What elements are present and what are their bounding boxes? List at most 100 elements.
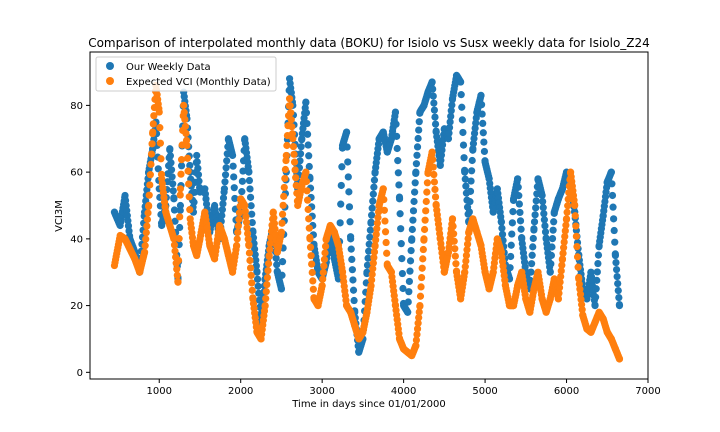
data-point [405, 277, 413, 286]
data-point [190, 188, 199, 196]
data-point [560, 244, 568, 252]
data-point [367, 218, 375, 226]
data-point [229, 162, 237, 170]
data-point [219, 194, 228, 202]
data-point [558, 261, 566, 269]
data-point [146, 171, 154, 179]
data-point [404, 298, 412, 306]
data-point [278, 219, 286, 227]
data-point [166, 145, 174, 153]
data-point [185, 193, 193, 201]
data-point [176, 223, 184, 232]
data-point [372, 230, 380, 238]
data-point [306, 243, 315, 251]
y-tick-label: 60 [70, 168, 83, 179]
data-point [370, 176, 379, 184]
data-point [457, 78, 465, 86]
data-point [346, 218, 354, 226]
data-point [422, 207, 430, 215]
data-point [462, 182, 470, 190]
data-point [337, 200, 345, 208]
data-point [309, 285, 317, 293]
data-point [611, 251, 620, 260]
data-point [397, 225, 405, 233]
data-point [175, 235, 183, 243]
data-point [297, 143, 305, 151]
data-point [296, 150, 305, 158]
data-point [167, 159, 175, 167]
data-point [181, 122, 189, 131]
data-point [611, 238, 619, 246]
data-point [421, 216, 429, 224]
data-point [169, 187, 177, 195]
data-point [270, 214, 278, 222]
data-point [412, 168, 420, 176]
data-point [431, 185, 439, 194]
data-point [285, 95, 294, 103]
data-point [530, 225, 538, 233]
data-point [457, 91, 465, 99]
data-point [348, 255, 356, 264]
data-point [170, 235, 178, 243]
data-point [538, 191, 546, 200]
data-point [155, 108, 163, 116]
data-point [418, 264, 426, 272]
data-point [345, 203, 354, 211]
data-point [498, 230, 507, 238]
data-point [270, 219, 279, 227]
data-point [418, 273, 426, 282]
data-point [555, 289, 563, 297]
data-point [140, 248, 149, 256]
data-point [372, 236, 380, 244]
data-point [550, 218, 558, 226]
data-point [154, 165, 162, 173]
data-point [413, 143, 422, 151]
data-point [608, 191, 617, 200]
data-point [230, 173, 238, 181]
data-point [177, 156, 186, 164]
legend-box [95, 56, 277, 92]
data-point [245, 241, 253, 250]
data-point [562, 221, 570, 229]
data-point [411, 179, 419, 187]
data-point [423, 188, 431, 196]
data-point [414, 134, 422, 143]
data-point [431, 120, 440, 128]
data-point [509, 208, 517, 216]
data-point [374, 208, 383, 216]
data-point [541, 222, 549, 230]
data-point [448, 215, 457, 223]
data-point [169, 180, 177, 188]
data-point [530, 218, 539, 226]
data-point [546, 268, 554, 276]
data-point [548, 234, 557, 243]
data-point [462, 251, 471, 260]
data-point [277, 285, 286, 293]
data-point [366, 226, 374, 234]
data-point [613, 272, 621, 281]
data-point [393, 132, 401, 140]
data-point [506, 264, 514, 272]
data-point [230, 184, 238, 192]
data-point [393, 144, 401, 153]
data-point [591, 301, 599, 310]
data-point [289, 135, 297, 143]
data-point [446, 118, 454, 126]
data-point [374, 213, 382, 222]
data-point [148, 140, 156, 148]
data-point [319, 268, 327, 277]
data-point [218, 211, 226, 220]
data-point [239, 167, 247, 175]
data-point [248, 210, 256, 218]
data-point [477, 101, 486, 109]
data-point [235, 215, 243, 223]
data-point [303, 119, 311, 128]
data-point [173, 265, 181, 273]
data-point [180, 101, 188, 109]
data-point [479, 129, 487, 137]
data-point [364, 254, 372, 262]
data-point [557, 272, 565, 281]
data-point [498, 224, 506, 232]
data-point [182, 129, 190, 138]
data-point [507, 252, 515, 261]
